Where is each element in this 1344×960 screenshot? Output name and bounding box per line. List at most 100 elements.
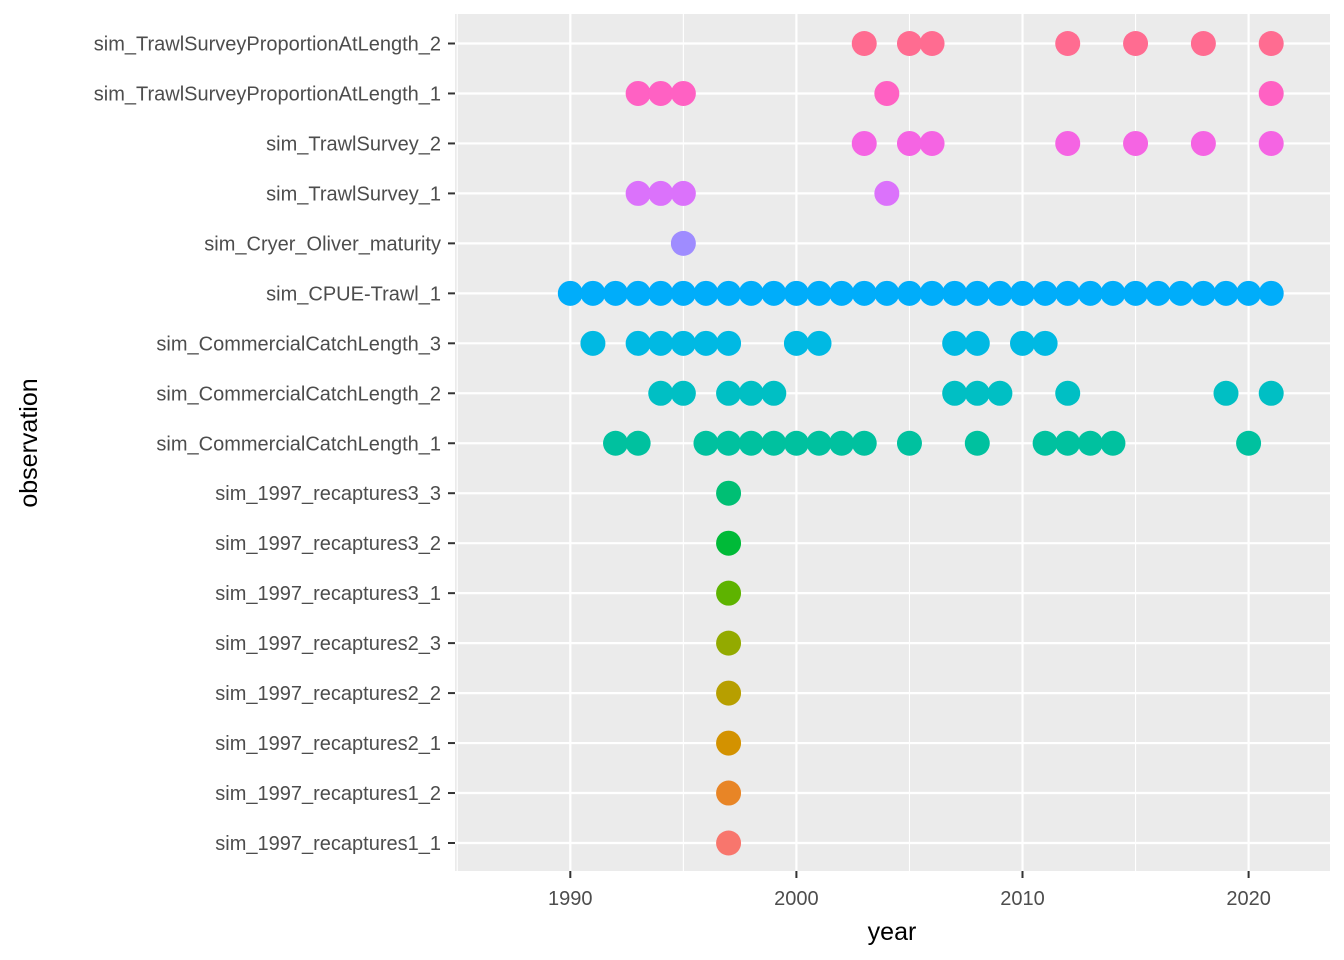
data-point xyxy=(1032,280,1058,306)
data-point xyxy=(1077,280,1103,306)
data-point xyxy=(603,280,629,306)
x-tick-label: 2020 xyxy=(1226,888,1271,910)
data-point xyxy=(625,330,651,356)
y-axis-title: observation xyxy=(15,378,43,507)
data-point xyxy=(693,330,719,356)
data-point xyxy=(987,280,1013,306)
data-point xyxy=(716,430,742,456)
data-point xyxy=(625,430,651,456)
data-point xyxy=(648,280,674,306)
data-point xyxy=(648,380,674,406)
data-point xyxy=(1213,380,1239,406)
data-point xyxy=(1123,280,1149,306)
data-point xyxy=(896,31,922,56)
y-tick-label: sim_TrawlSurvey_2 xyxy=(266,133,441,155)
data-point xyxy=(1100,430,1126,456)
y-tick-label: sim_CPUE-Trawl_1 xyxy=(266,283,441,305)
y-tick-label: sim_1997_recaptures3_1 xyxy=(215,583,441,605)
x-tick-label: 2000 xyxy=(774,888,819,910)
data-point xyxy=(716,730,742,756)
data-point xyxy=(1236,280,1262,306)
data-point xyxy=(625,80,651,106)
data-point xyxy=(716,580,742,606)
data-point xyxy=(829,280,855,306)
y-tick-label: sim_1997_recaptures1_2 xyxy=(215,783,441,805)
data-point xyxy=(1258,130,1284,156)
data-point xyxy=(603,430,629,456)
data-points xyxy=(557,31,1284,856)
data-point xyxy=(942,280,968,306)
data-point xyxy=(716,380,742,406)
data-point xyxy=(625,280,651,306)
data-point xyxy=(1258,80,1284,106)
data-point xyxy=(783,430,809,456)
data-point xyxy=(919,130,945,156)
data-point xyxy=(874,280,900,306)
data-point xyxy=(806,430,832,456)
data-point xyxy=(1010,330,1036,356)
data-point xyxy=(738,280,764,306)
data-point xyxy=(1100,280,1126,306)
data-point xyxy=(557,280,583,306)
data-point xyxy=(942,380,968,406)
data-point xyxy=(919,31,945,56)
y-tick-label: sim_TrawlSurvey_1 xyxy=(266,183,441,205)
data-point xyxy=(1055,280,1081,306)
data-point xyxy=(761,280,787,306)
data-point xyxy=(1190,280,1216,306)
data-point xyxy=(580,280,606,306)
data-point xyxy=(716,480,742,506)
x-axis-title: year xyxy=(868,918,917,946)
data-point xyxy=(761,430,787,456)
data-point xyxy=(716,830,742,856)
data-point xyxy=(964,280,990,306)
y-tick-label: sim_1997_recaptures2_2 xyxy=(215,683,441,705)
data-point xyxy=(1258,380,1284,406)
data-point xyxy=(761,380,787,406)
data-point xyxy=(1213,280,1239,306)
data-point xyxy=(716,680,742,706)
x-tick-label: 1990 xyxy=(548,888,593,910)
data-point xyxy=(670,330,696,356)
data-point xyxy=(806,280,832,306)
data-point xyxy=(896,130,922,156)
data-point xyxy=(716,780,742,806)
data-point xyxy=(783,280,809,306)
data-point xyxy=(919,280,945,306)
data-point xyxy=(648,180,674,206)
data-point xyxy=(1123,31,1149,56)
y-tick-label: sim_CommercialCatchLength_3 xyxy=(156,333,441,355)
data-point xyxy=(1145,280,1171,306)
data-point xyxy=(716,280,742,306)
data-point xyxy=(874,80,900,106)
data-point xyxy=(648,80,674,106)
data-point xyxy=(964,430,990,456)
y-tick-label: sim_CommercialCatchLength_1 xyxy=(156,433,441,455)
data-point xyxy=(851,31,877,56)
data-point xyxy=(851,280,877,306)
data-point xyxy=(670,280,696,306)
data-point xyxy=(896,280,922,306)
data-point xyxy=(1032,430,1058,456)
data-point xyxy=(1236,430,1262,456)
data-point xyxy=(1258,280,1284,306)
data-point xyxy=(625,180,651,206)
data-point xyxy=(693,280,719,306)
data-point xyxy=(806,330,832,356)
data-point xyxy=(1055,380,1081,406)
y-tick-label: sim_1997_recaptures2_3 xyxy=(215,633,441,655)
data-point xyxy=(1010,280,1036,306)
y-tick-label: sim_TrawlSurveyProportionAtLength_2 xyxy=(94,34,441,56)
y-tick-label: sim_TrawlSurveyProportionAtLength_1 xyxy=(94,83,441,105)
data-point xyxy=(738,430,764,456)
data-point xyxy=(1055,31,1081,56)
data-point xyxy=(670,80,696,106)
y-tick-label: sim_Cryer_Oliver_maturity xyxy=(204,233,441,255)
data-point xyxy=(738,380,764,406)
data-point xyxy=(1168,280,1194,306)
data-point xyxy=(874,180,900,206)
data-point xyxy=(693,430,719,456)
x-tick-label: 2010 xyxy=(1000,888,1045,910)
data-point xyxy=(1055,130,1081,156)
